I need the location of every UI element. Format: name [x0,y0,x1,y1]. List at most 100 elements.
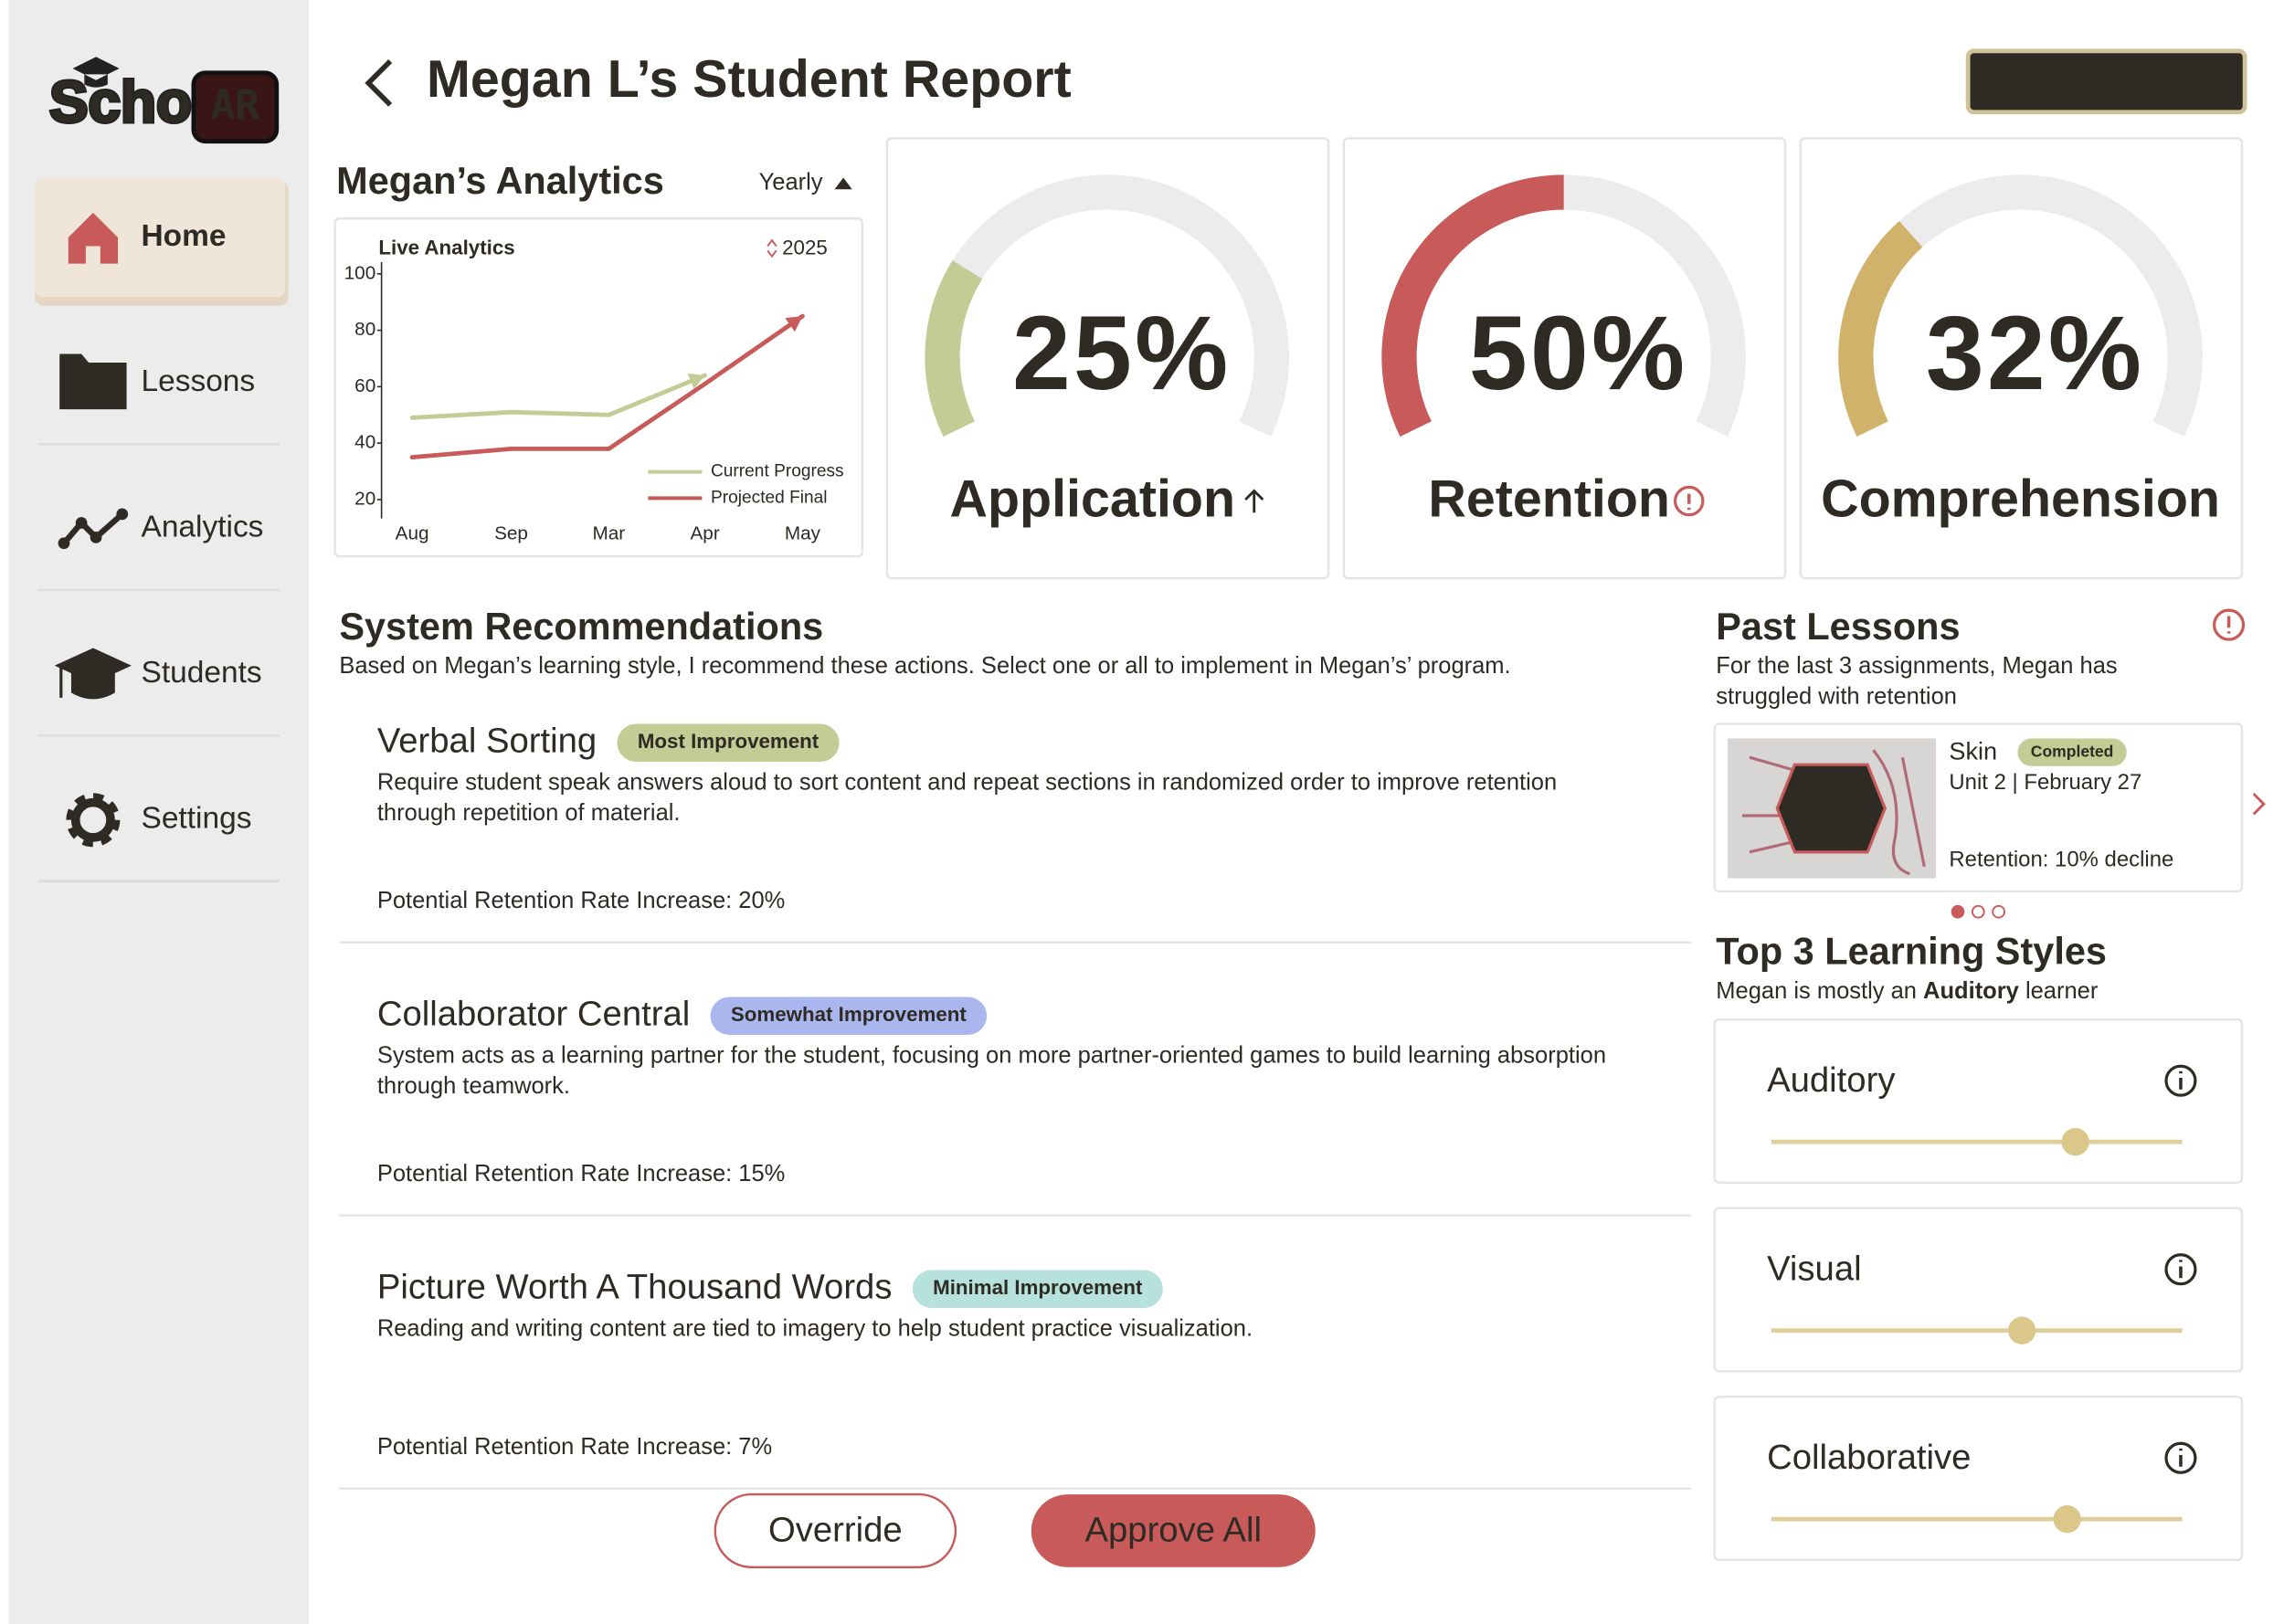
description: through teamwork. [377,1073,570,1099]
nav-label: Settings [141,802,251,836]
nav-item[interactable]: Analytics [37,508,280,592]
style-card [1713,1207,2244,1373]
back-button[interactable] [365,59,393,107]
section-subtitle: Based on Megan’s learning style, I recom… [339,653,1510,679]
nav-item[interactable]: Students [37,648,280,737]
slider-thumb[interactable] [2008,1316,2036,1345]
avg-label: Avg [1813,775,1848,798]
x-tick-label: Mar [593,523,626,544]
subtitle-part: learner [2019,978,2099,1004]
icon-part [116,508,129,521]
lesson-card[interactable]: Avg 68 Skin Completed Unit 2 | February 27 Re… [1713,722,2244,893]
description: System acts as a learning partner for th… [377,1043,1606,1069]
section-subtitle: For the last 3 assignments, Megan has [1716,653,2117,679]
badge-text: Minimal Improvement [933,1276,1143,1299]
description: Require student speak answers aloud to s… [377,770,1557,796]
nav-item[interactable]: Lessons [37,353,280,446]
x-tick-label: Apr [690,523,719,544]
x-tick-label: May [785,523,821,544]
potential-increase: Potential Retention Rate Increase: 20% [377,888,786,913]
subtitle-part: Auditory [1923,978,2020,1004]
recommendation[interactable]: Picture Worth A Thousand Words Minimal Im… [339,1267,1692,1490]
potential-increase: Potential Retention Rate Increase: 15% [377,1161,786,1186]
badge-text: Most Improvement [638,730,819,753]
lesson-unit: Unit 2 | February 27 [1949,770,2141,795]
slider-thumb[interactable] [2061,1128,2089,1156]
button-label: Approve All [1084,1511,1262,1550]
y-tick-label: 60 [354,375,375,396]
gauge-arc [1838,221,1923,438]
y-tick-label: 40 [354,432,375,453]
pager-dot[interactable] [1951,904,1965,919]
gauge-value: 32% [1926,295,2144,412]
logo-badge [191,70,280,144]
nav-item[interactable]: Home [35,177,289,306]
lesson-retention: Retention: 10% decline [1949,848,2173,872]
info-icon[interactable] [2164,1441,2197,1474]
nav-active-bg [35,177,286,298]
style-name: Auditory [1767,1060,1896,1100]
chart-card [333,216,864,558]
pager-dot[interactable] [1971,904,1985,919]
info-alert [2213,608,2246,641]
logo-badge-text: AR [210,81,259,129]
section-title: System Recommendations [339,605,823,648]
gauge-label: Retention [1428,469,1670,528]
info-icon[interactable] [2164,1064,2197,1097]
average-badge [1965,48,2247,115]
icon-part [59,353,127,410]
nav-label: Home [141,219,226,253]
recommendation[interactable]: Verbal Sorting Most Improvement Require st… [339,721,1692,944]
period-select: Yearly [759,170,823,195]
nav-icon [66,793,121,848]
page-title: Megan L’s Student Report [427,50,1072,109]
chart-title: Live Analytics [378,237,514,259]
chart-year: 2025 [782,237,828,259]
section-title: Top 3 Learning Styles [1716,929,2107,972]
series-line [409,313,805,460]
override-button[interactable] [714,1492,957,1569]
recommendation[interactable]: Collaborator Central Somewhat Improvement… [339,994,1692,1217]
section-subtitle: struggled with retention [1716,684,1957,710]
y-tick-label: 100 [344,262,376,283]
lesson-name: Skin [1949,737,1997,765]
arrow-head [785,316,803,332]
logo-cap [72,57,120,88]
pager-dot[interactable] [1992,904,2005,919]
alert-icon [1673,485,1705,517]
gauge-value: 50% [1469,295,1687,412]
arrow-head [687,373,705,389]
logo: Schol AR [48,57,280,144]
gauge-label: Application [950,469,1235,528]
style-name: Collaborative [1767,1438,1971,1477]
next-button[interactable] [2252,793,2266,816]
nav-item[interactable]: Settings [37,793,280,882]
description: Reading and writing content are tied to … [377,1316,1253,1342]
avg-value: 68 [1813,802,1849,838]
badge-text: Somewhat Improvement [731,1003,967,1026]
icon-part [58,537,70,550]
description: through repetition of material. [377,800,681,826]
slider-thumb[interactable] [2053,1505,2081,1534]
year-icon [767,238,777,258]
nav-label: Lessons [141,364,255,398]
recommendation-name: Verbal Sorting [377,721,597,760]
nav-icon [68,212,118,264]
badge [617,723,840,762]
badge [912,1270,1163,1308]
nav-label: Analytics [141,511,263,544]
button-label: Override [768,1511,903,1550]
lesson-image-diagram [1741,749,1926,876]
icon-part [90,532,102,543]
nav-icon [58,508,129,550]
dropdown-arrow[interactable] [834,177,852,190]
x-tick-label: Sep [494,523,528,544]
approve-button[interactable] [1031,1494,1316,1567]
status-text: Completed [2031,742,2114,760]
gauge-label: Comprehension [1821,469,2220,528]
up-arrow-icon [1244,489,1264,513]
gauge-arc [925,260,983,438]
info-icon[interactable] [2164,1253,2197,1286]
badge [710,997,988,1035]
